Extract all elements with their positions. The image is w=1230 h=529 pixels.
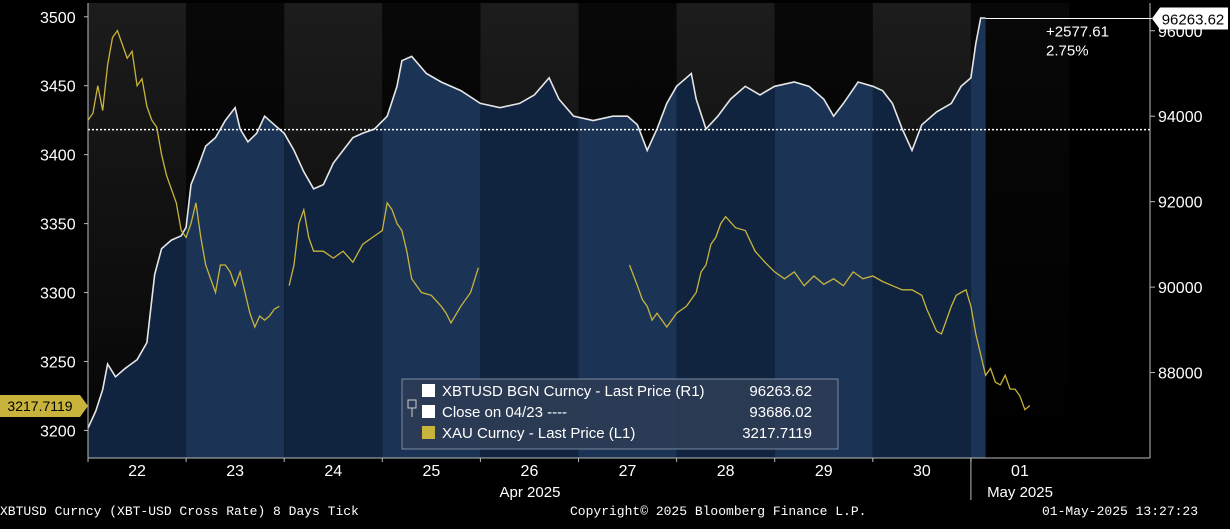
last-value-label-right: 96263.62 — [1162, 12, 1225, 29]
x-day-label: 28 — [717, 463, 735, 480]
x-day-label: 29 — [815, 463, 833, 480]
last-value-label-left: 3217.7119 — [7, 398, 72, 414]
btc-price-line — [87, 17, 986, 429]
right-tick-label: 88000 — [1158, 366, 1203, 383]
footer-copyright: Copyright© 2025 Bloomberg Finance L.P. — [570, 504, 867, 519]
x-group-label-may: May 2025 — [987, 484, 1053, 501]
right-tick-label: 92000 — [1158, 195, 1203, 212]
last-value-tag-right — [1152, 7, 1228, 30]
x-day-label: 22 — [128, 463, 146, 480]
legend-box — [401, 378, 839, 450]
right-tick-label: 90000 — [1158, 280, 1203, 297]
left-tick-label: 3500 — [40, 10, 76, 27]
legend-label-1: XBTUSD BGN Curncy - Last Price (R1) — [442, 383, 705, 400]
legend-value-2: 93686.02 — [749, 404, 812, 421]
x-day-label: 23 — [226, 463, 244, 480]
x-group-label-apr: Apr 2025 — [500, 484, 561, 501]
x-day-label: 01 — [1011, 463, 1029, 480]
legend-value-1: 96263.62 — [749, 383, 812, 400]
left-tick-label: 3300 — [40, 286, 76, 303]
left-tick-label: 3200 — [40, 423, 76, 440]
right-tick-label: 94000 — [1158, 109, 1203, 126]
gold-price-line-segment-1 — [87, 29, 280, 329]
footer-security-info: XBTUSD Curncy (XBT-USD Cross Rate) 8 Day… — [0, 504, 359, 519]
legend-label-3: XAU Curncy - Last Price (L1) — [442, 425, 635, 442]
x-day-label: 30 — [913, 463, 931, 480]
legend: XBTUSD BGN Curncy - Last Price (R1) 96263… — [401, 378, 839, 450]
x-day-label: 25 — [422, 463, 440, 480]
day-band-01 — [970, 3, 1069, 458]
gold-price-line-segment-2 — [288, 201, 480, 325]
gold-price-line-segment-3 — [628, 215, 1031, 411]
x-day-label: 27 — [619, 463, 637, 480]
footer-timestamp: 01-May-2025 13:27:23 — [1042, 504, 1199, 519]
legend-value-3: 3217.7119 — [742, 425, 812, 442]
legend-label-2: Close on 04/23 ---- — [442, 404, 567, 421]
legend-swatch-3 — [422, 426, 435, 439]
change-absolute-label: +2577.61 — [1046, 24, 1109, 41]
legend-swatch-2 — [422, 405, 435, 418]
x-day-label: 24 — [324, 463, 342, 480]
last-value-tag-left — [0, 395, 88, 418]
left-tick-label: 3350 — [40, 217, 76, 234]
x-day-label: 26 — [521, 463, 539, 480]
left-tick-label: 3250 — [40, 354, 76, 371]
btc-area-band-01 — [970, 18, 986, 458]
left-tick-label: 3450 — [40, 79, 76, 96]
left-tick-label: 3400 — [40, 148, 76, 165]
legend-swatch-1 — [422, 384, 435, 397]
change-percent-label: 2.75% — [1046, 43, 1089, 60]
